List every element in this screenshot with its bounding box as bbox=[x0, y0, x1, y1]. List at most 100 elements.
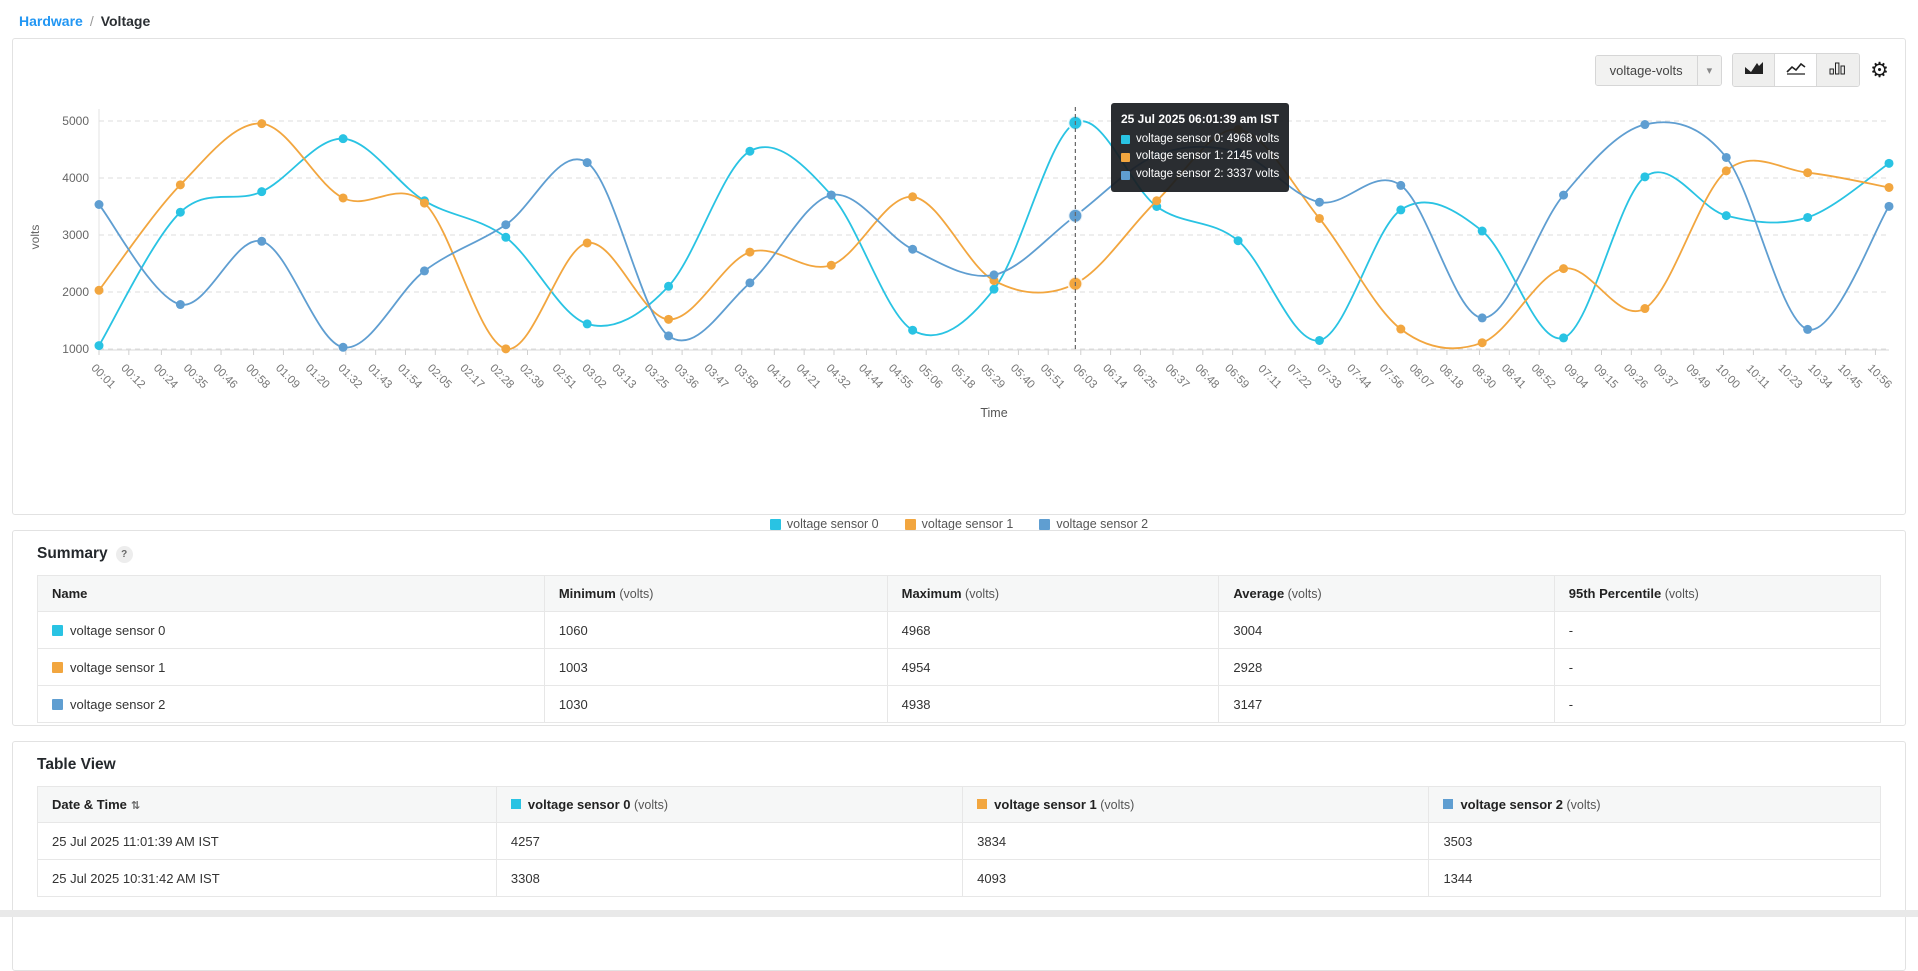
chevron-down-icon[interactable]: ▾ bbox=[1696, 55, 1722, 85]
x-tick-label: 06:03 bbox=[1070, 362, 1099, 391]
data-point[interactable] bbox=[1314, 335, 1324, 345]
data-point[interactable] bbox=[1640, 172, 1650, 182]
voltage-chart[interactable]: 00:01 00:12 00:24 00:35 00:46 00:58 01:09 01:20… bbox=[21, 79, 1899, 484]
data-point[interactable] bbox=[582, 238, 592, 248]
legend-item-voltage-sensor-1[interactable]: voltage sensor 1 bbox=[904, 517, 1013, 531]
tooltip-value: voltage sensor 0: 4968 volts bbox=[1136, 132, 1280, 145]
data-point[interactable] bbox=[501, 344, 511, 354]
data-point[interactable] bbox=[419, 198, 429, 208]
data-point[interactable] bbox=[1233, 236, 1243, 246]
data-point[interactable] bbox=[257, 119, 267, 129]
data-point[interactable] bbox=[257, 236, 267, 246]
data-point[interactable] bbox=[1559, 264, 1569, 274]
data-point[interactable] bbox=[175, 180, 185, 190]
data-point[interactable] bbox=[1559, 190, 1569, 200]
data-point[interactable] bbox=[745, 278, 755, 288]
data-point[interactable] bbox=[1721, 152, 1731, 162]
series-swatch bbox=[52, 661, 63, 673]
data-point[interactable] bbox=[94, 200, 104, 210]
chart-panel: voltage-volts ▾ ⚙ bbox=[12, 38, 1906, 531]
table-row: 25 Jul 2025 11:01:39 AM IST 4257 3834 3503 bbox=[37, 822, 1881, 860]
data-point[interactable] bbox=[1314, 197, 1324, 207]
legend-label: voltage sensor 0 bbox=[786, 517, 879, 531]
data-point[interactable] bbox=[745, 247, 755, 257]
data-point[interactable] bbox=[989, 270, 999, 280]
x-tick-label: 01:54 bbox=[395, 362, 424, 391]
area-chart-button[interactable] bbox=[1733, 54, 1776, 86]
tooltip-row: voltage sensor 1: 2145 volts bbox=[1121, 148, 1279, 166]
data-point[interactable] bbox=[1396, 205, 1406, 215]
help-icon[interactable]: ? bbox=[115, 545, 133, 563]
data-point[interactable] bbox=[1477, 338, 1487, 348]
y-axis-title: volts bbox=[28, 225, 42, 250]
metric-dropdown[interactable]: voltage-volts ▾ bbox=[1594, 54, 1723, 86]
data-point[interactable] bbox=[1640, 304, 1650, 314]
data-point[interactable] bbox=[338, 134, 348, 144]
data-point[interactable] bbox=[582, 319, 592, 329]
data-point[interactable] bbox=[1152, 196, 1162, 206]
data-point[interactable] bbox=[664, 281, 674, 291]
data-point[interactable] bbox=[501, 232, 511, 242]
x-tick-label: 03:47 bbox=[701, 362, 730, 391]
line-chart-button[interactable] bbox=[1775, 54, 1818, 86]
data-point[interactable] bbox=[908, 325, 918, 335]
data-point[interactable] bbox=[1884, 182, 1894, 192]
tooltip-row: voltage sensor 2: 3337 volts bbox=[1121, 166, 1279, 184]
data-point[interactable] bbox=[175, 207, 185, 217]
data-point[interactable] bbox=[175, 300, 185, 310]
line-chart-canvas[interactable]: 00:01 00:12 00:24 00:35 00:46 00:58 01:09 01:20… bbox=[21, 79, 1899, 479]
data-point[interactable] bbox=[989, 284, 999, 294]
data-point[interactable] bbox=[338, 342, 348, 352]
tooltip-value: voltage sensor 1: 2145 volts bbox=[1136, 150, 1280, 163]
data-point[interactable] bbox=[1803, 168, 1813, 178]
x-tick-label: 06:14 bbox=[1100, 362, 1129, 391]
x-tick-label: 03:02 bbox=[579, 362, 608, 391]
breadcrumb-link-hardware[interactable]: Hardware bbox=[19, 13, 83, 29]
data-point[interactable] bbox=[745, 146, 755, 156]
data-point[interactable] bbox=[501, 220, 511, 230]
data-point[interactable] bbox=[826, 190, 836, 200]
gear-icon[interactable]: ⚙ bbox=[1870, 58, 1889, 82]
data-point[interactable] bbox=[419, 266, 429, 276]
tableview-cell: 3503 bbox=[1428, 822, 1881, 860]
legend-swatch bbox=[769, 518, 781, 530]
data-point[interactable] bbox=[94, 341, 104, 351]
data-point[interactable] bbox=[1803, 324, 1813, 334]
data-point[interactable] bbox=[1477, 226, 1487, 236]
data-point[interactable] bbox=[257, 187, 267, 197]
data-point[interactable] bbox=[1396, 324, 1406, 334]
data-point[interactable] bbox=[1477, 313, 1487, 323]
summary-column-header: 95th Percentile (volts) bbox=[1553, 575, 1882, 612]
data-point[interactable] bbox=[664, 331, 674, 341]
series-swatch bbox=[52, 698, 63, 710]
data-point[interactable] bbox=[338, 193, 348, 203]
data-point[interactable] bbox=[1640, 120, 1650, 130]
table-row: voltage sensor 1 1003 4954 2928- bbox=[37, 648, 1882, 686]
x-axis-title: Time bbox=[980, 406, 1007, 420]
data-point[interactable] bbox=[908, 244, 918, 254]
x-tick-label: 10:56 bbox=[1865, 362, 1894, 391]
data-point[interactable] bbox=[1314, 213, 1324, 223]
tableview-column-header[interactable]: Date & Time ⇅ bbox=[37, 786, 497, 823]
data-point[interactable] bbox=[1721, 166, 1731, 176]
data-point[interactable] bbox=[582, 158, 592, 168]
data-point[interactable] bbox=[94, 285, 104, 295]
sort-icon[interactable]: ⇅ bbox=[130, 800, 141, 812]
series-swatch bbox=[510, 799, 521, 809]
data-point[interactable] bbox=[826, 260, 836, 270]
data-point[interactable] bbox=[1396, 180, 1406, 190]
legend-item-voltage-sensor-2[interactable]: voltage sensor 2 bbox=[1039, 517, 1148, 531]
data-point[interactable] bbox=[1884, 201, 1894, 211]
bar-chart-button[interactable] bbox=[1817, 54, 1860, 86]
data-point[interactable] bbox=[664, 314, 674, 324]
data-point[interactable] bbox=[908, 192, 918, 202]
data-point[interactable] bbox=[1884, 158, 1894, 168]
data-table: Date & Time ⇅ voltage sensor 0 (volts) volt… bbox=[37, 786, 1881, 897]
data-point[interactable] bbox=[1559, 333, 1569, 343]
x-tick-label: 06:59 bbox=[1222, 362, 1251, 391]
metric-dropdown-value[interactable]: voltage-volts bbox=[1595, 55, 1697, 85]
legend-item-voltage-sensor-0[interactable]: voltage sensor 0 bbox=[769, 517, 879, 531]
data-point[interactable] bbox=[1721, 211, 1731, 221]
data-point[interactable] bbox=[1803, 212, 1813, 222]
x-tick-label: 02:39 bbox=[517, 362, 546, 391]
